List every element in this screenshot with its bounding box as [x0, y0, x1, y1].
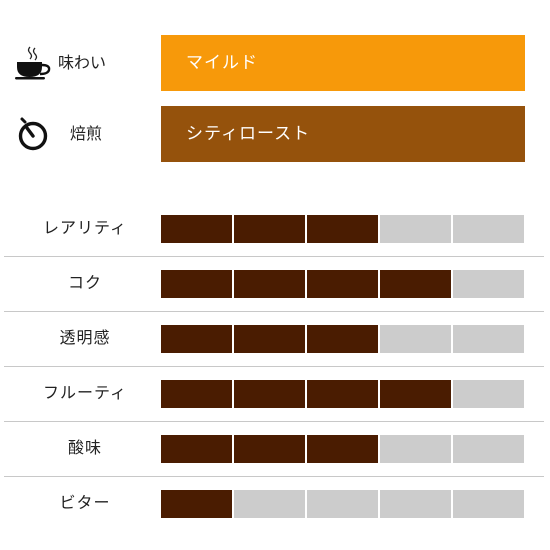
- rating-label: 透明感: [59, 328, 111, 347]
- row-divider: [4, 421, 544, 422]
- rating-segment-filled: [161, 380, 232, 408]
- rating-segment-filled: [161, 215, 232, 243]
- rating-row: レアリティ: [0, 200, 550, 255]
- timer-icon: [14, 116, 54, 152]
- rating-segment-filled: [307, 270, 378, 298]
- rating-bar: [161, 490, 525, 518]
- rating-row: ビター: [0, 475, 550, 530]
- rating-segment-empty: [453, 325, 524, 353]
- row-divider: [4, 366, 544, 367]
- rating-row: フルーティ: [0, 365, 550, 420]
- rating-bar: [161, 215, 525, 243]
- rating-segment-filled: [307, 215, 378, 243]
- rating-label: フルーティ: [42, 383, 128, 402]
- rating-segment-filled: [234, 325, 305, 353]
- rating-segment-empty: [453, 270, 524, 298]
- rating-label: ビター: [59, 493, 111, 512]
- rating-segment-filled: [234, 380, 305, 408]
- coffee-cup-icon: [14, 45, 54, 81]
- rating-segment-filled: [161, 325, 232, 353]
- rating-segment-empty: [380, 215, 451, 243]
- taste-row: 味わい マイルド: [0, 35, 550, 91]
- rating-segment-empty: [307, 490, 378, 518]
- rating-segment-filled: [380, 270, 451, 298]
- rating-label: 酸味: [67, 438, 102, 457]
- row-divider: [4, 311, 544, 312]
- rating-segment-empty: [453, 215, 524, 243]
- rating-row: 透明感: [0, 310, 550, 365]
- row-divider: [4, 256, 544, 257]
- taste-value: マイルド: [186, 53, 258, 73]
- rating-row: コク: [0, 255, 550, 310]
- rating-bar: [161, 380, 525, 408]
- rating-label: コク: [67, 273, 102, 292]
- roast-label: 焙煎: [70, 124, 103, 143]
- rating-segment-filled: [161, 435, 232, 463]
- rating-segment-empty: [380, 325, 451, 353]
- rating-segment-filled: [234, 435, 305, 463]
- rating-segment-empty: [380, 435, 451, 463]
- rating-segment-empty: [453, 490, 524, 518]
- row-divider: [4, 476, 544, 477]
- taste-label: 味わい: [58, 53, 107, 72]
- rating-segment-filled: [307, 380, 378, 408]
- rating-segment-filled: [307, 325, 378, 353]
- rating-segment-filled: [307, 435, 378, 463]
- rating-bar: [161, 270, 525, 298]
- rating-segment-filled: [234, 215, 305, 243]
- rating-row: 酸味: [0, 420, 550, 475]
- rating-segment-empty: [234, 490, 305, 518]
- rating-segment-filled: [161, 490, 232, 518]
- rating-bar: [161, 325, 525, 353]
- rating-segment-filled: [234, 270, 305, 298]
- rating-segment-filled: [380, 380, 451, 408]
- roast-row: 焙煎 シティロースト: [0, 106, 550, 162]
- rating-label: レアリティ: [42, 218, 128, 237]
- rating-segment-empty: [453, 380, 524, 408]
- roast-value: シティロースト: [186, 124, 311, 144]
- taste-value-box: マイルド: [161, 35, 525, 91]
- rating-segment-filled: [161, 270, 232, 298]
- roast-value-box: シティロースト: [161, 106, 525, 162]
- rating-segment-empty: [380, 490, 451, 518]
- rating-bar: [161, 435, 525, 463]
- rating-segment-empty: [453, 435, 524, 463]
